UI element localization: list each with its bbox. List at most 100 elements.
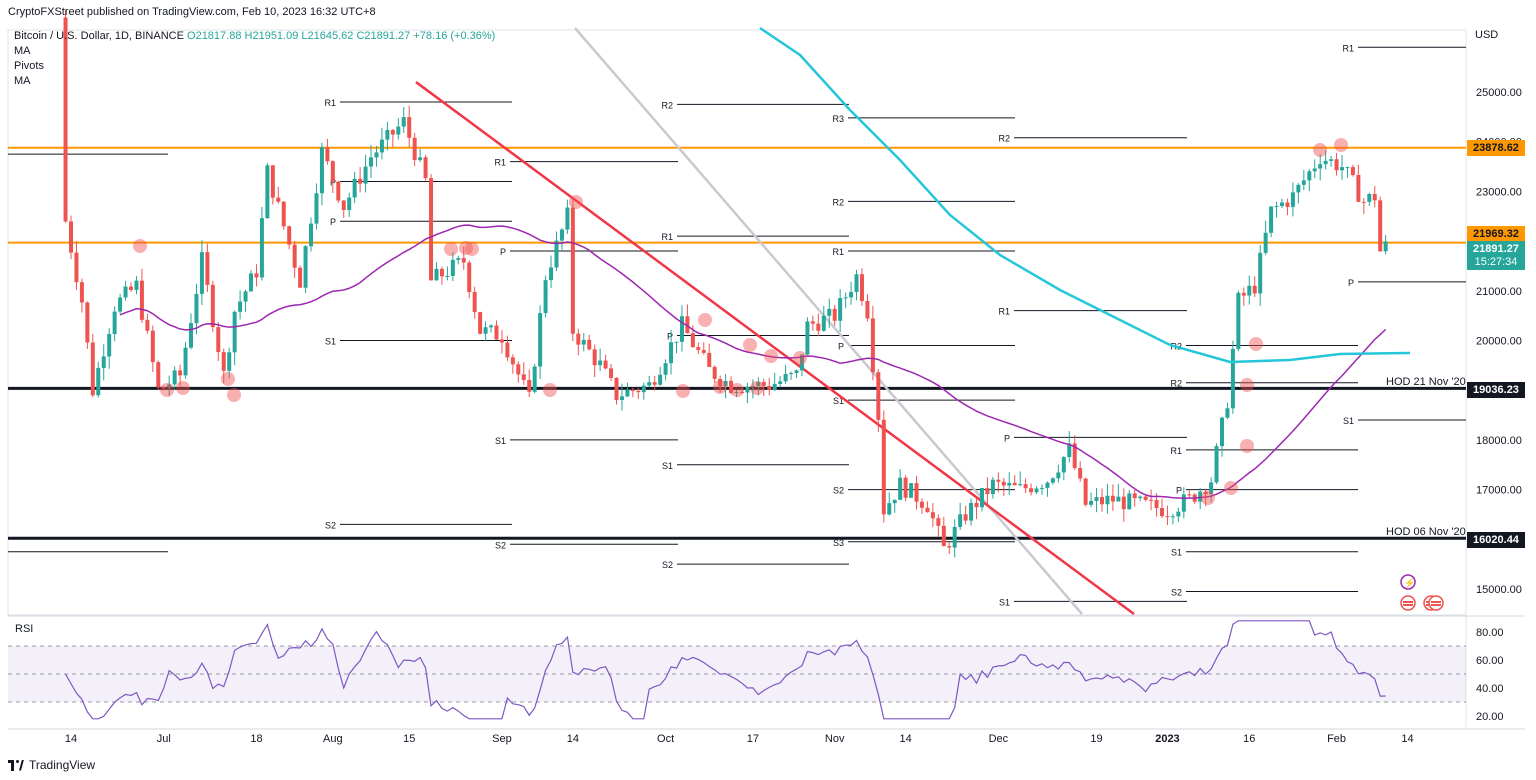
candle-body bbox=[1241, 292, 1246, 296]
candle bbox=[292, 240, 297, 278]
candle bbox=[112, 306, 117, 342]
flash-event-icon[interactable]: ⚡ bbox=[1400, 574, 1416, 590]
candle bbox=[565, 199, 570, 234]
candle bbox=[685, 304, 690, 334]
candle bbox=[396, 118, 401, 140]
pivot-label: S1 bbox=[1343, 416, 1354, 426]
indicator-pivots[interactable]: Pivots bbox=[14, 60, 44, 72]
candle-body bbox=[805, 321, 810, 355]
candle bbox=[887, 492, 892, 516]
candle bbox=[205, 243, 210, 293]
pivot-label: P bbox=[1004, 433, 1010, 443]
time-tick-label: Oct bbox=[657, 733, 674, 745]
candle bbox=[1383, 235, 1388, 255]
candle-body bbox=[565, 207, 570, 230]
tradingview-logo-icon bbox=[8, 759, 24, 771]
candle-body bbox=[1050, 478, 1055, 483]
touch-marker bbox=[1249, 337, 1263, 351]
us-flag-icon[interactable] bbox=[1400, 595, 1416, 611]
candle-body bbox=[532, 366, 537, 392]
candle bbox=[352, 171, 357, 203]
candle bbox=[314, 183, 319, 230]
candle bbox=[723, 374, 728, 399]
high-value: H21951.09 bbox=[244, 30, 299, 42]
candle bbox=[232, 310, 237, 366]
candle-body bbox=[516, 364, 521, 375]
candle-body bbox=[303, 246, 308, 288]
candle-body bbox=[1258, 252, 1263, 294]
candle bbox=[1258, 244, 1263, 306]
candle bbox=[1001, 477, 1006, 496]
candle-body bbox=[729, 380, 734, 393]
candle bbox=[1252, 276, 1257, 297]
touch-marker bbox=[793, 351, 807, 365]
grey-trendline bbox=[574, 27, 1083, 615]
candle bbox=[947, 541, 952, 555]
candle bbox=[1230, 340, 1235, 414]
candle-body bbox=[974, 502, 979, 508]
candle bbox=[870, 305, 875, 381]
candle bbox=[385, 121, 390, 151]
candle bbox=[614, 377, 619, 405]
candle-body bbox=[1198, 491, 1203, 502]
candle bbox=[1110, 484, 1115, 511]
price-tick-label: 21000.00 bbox=[1476, 286, 1522, 298]
touch-marker bbox=[160, 383, 174, 397]
pivot-label: P bbox=[667, 332, 673, 342]
symbol-name[interactable]: Bitcoin / U.S. Dollar, 1D, BINANCE bbox=[14, 30, 184, 42]
candle bbox=[1350, 164, 1355, 177]
candle bbox=[330, 160, 335, 194]
candle bbox=[876, 369, 881, 433]
candle bbox=[1301, 170, 1306, 191]
touch-marker bbox=[1201, 491, 1215, 505]
publisher-line: CryptoFXStreet published on TradingView.… bbox=[8, 6, 376, 18]
pivot-label: S2 bbox=[1171, 587, 1182, 597]
indicator-ma-2[interactable]: MA bbox=[14, 75, 31, 87]
tradingview-brand[interactable]: TradingView bbox=[8, 758, 95, 772]
flag-stripe bbox=[1431, 601, 1441, 603]
us-flag-icon[interactable] bbox=[1428, 595, 1444, 611]
candle-body bbox=[832, 308, 837, 321]
pivot-label: S3 bbox=[833, 538, 844, 548]
indicator-ma-1[interactable]: MA bbox=[14, 45, 31, 57]
time-tick-label: Jul bbox=[157, 733, 171, 745]
candle bbox=[925, 501, 930, 513]
rsi-tick-label: 40.00 bbox=[1476, 683, 1504, 695]
candle-body bbox=[1061, 457, 1066, 473]
candle bbox=[865, 294, 870, 322]
candle-body bbox=[418, 157, 423, 161]
candle bbox=[1263, 220, 1268, 256]
candle-body bbox=[1350, 167, 1355, 175]
candle-body bbox=[287, 226, 292, 245]
candle bbox=[778, 375, 783, 387]
candle-body bbox=[194, 293, 199, 324]
candle-body bbox=[319, 147, 324, 194]
pivot-label: P bbox=[500, 247, 506, 257]
candle-body bbox=[1078, 468, 1083, 479]
candle bbox=[669, 329, 674, 375]
event-icons[interactable]: ⚡ bbox=[1400, 574, 1444, 611]
candle-body bbox=[963, 514, 968, 521]
candle bbox=[341, 200, 346, 218]
hod-label-nov06: HOD 06 Nov '20 bbox=[1386, 526, 1466, 538]
candle bbox=[1067, 431, 1072, 463]
candle bbox=[183, 341, 188, 379]
time-tick-label: Dec bbox=[989, 733, 1009, 745]
candle-body bbox=[467, 262, 472, 293]
candle bbox=[1078, 461, 1083, 482]
candle bbox=[663, 359, 668, 381]
price-tick-label: 15000.00 bbox=[1476, 584, 1522, 596]
candle-body bbox=[794, 370, 799, 373]
candle-body bbox=[1252, 285, 1257, 294]
candle bbox=[739, 387, 744, 394]
candle bbox=[434, 262, 439, 281]
candle-body bbox=[1094, 497, 1099, 501]
candle bbox=[1029, 483, 1034, 496]
candle bbox=[1094, 487, 1099, 513]
candle bbox=[701, 342, 706, 355]
candle-body bbox=[559, 229, 564, 241]
candle-body bbox=[412, 137, 417, 161]
candle-body bbox=[1230, 348, 1235, 409]
candle bbox=[903, 475, 908, 502]
candle bbox=[270, 165, 275, 205]
